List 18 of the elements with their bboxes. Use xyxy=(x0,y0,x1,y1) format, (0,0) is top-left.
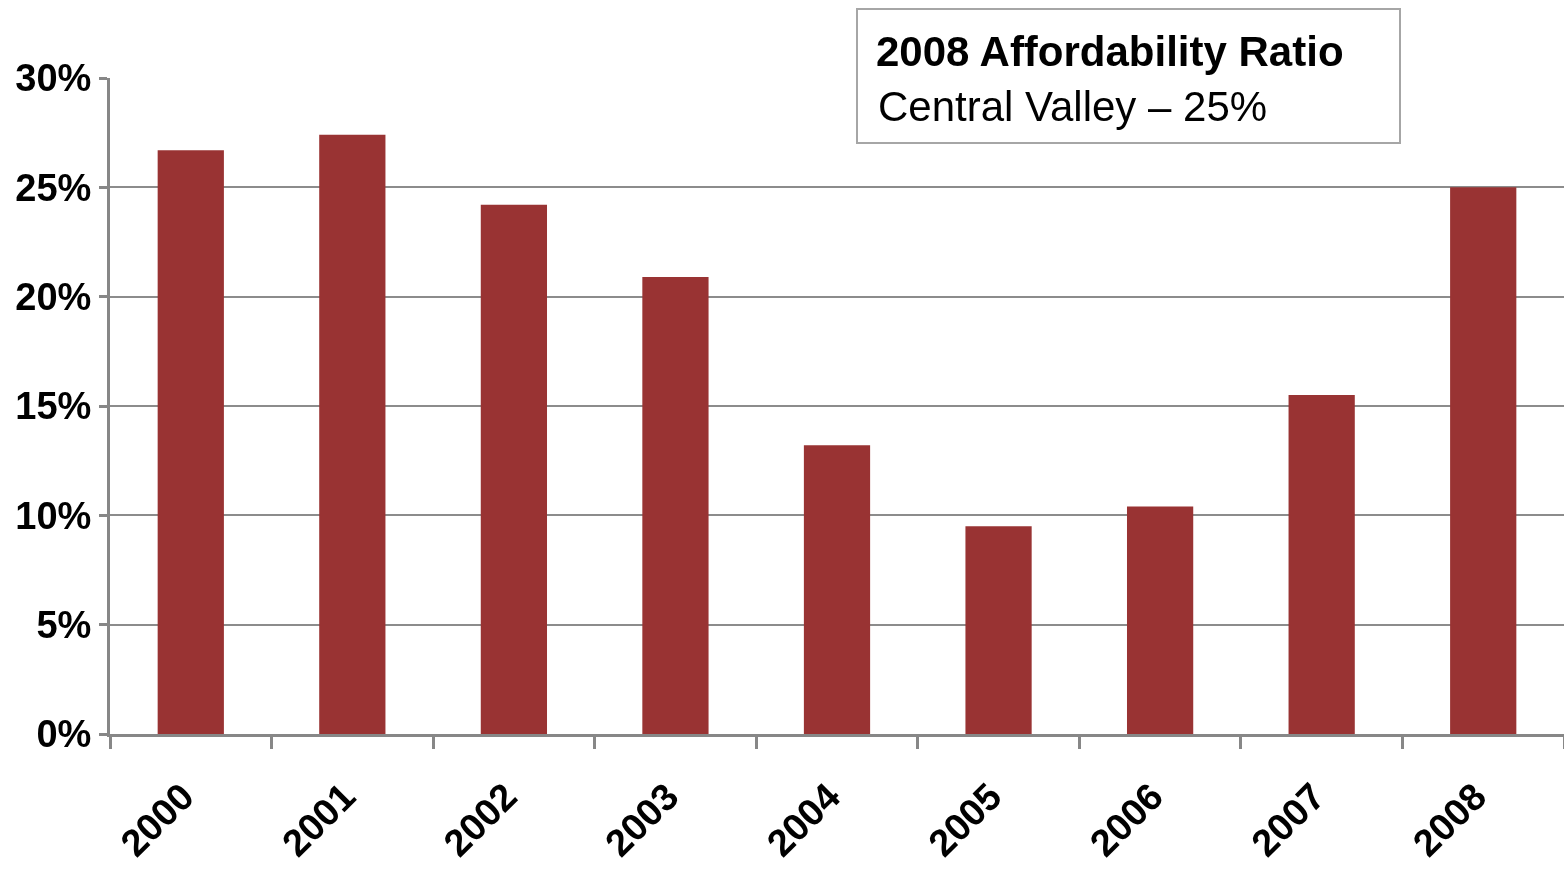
y-tick-label: 10% xyxy=(15,494,92,537)
y-tick-label: 0% xyxy=(36,713,92,756)
y-tick-label: 30% xyxy=(15,57,92,100)
y-tick-label: 15% xyxy=(15,385,92,428)
y-tick-label: 25% xyxy=(15,166,92,209)
bar xyxy=(480,204,548,734)
bar xyxy=(1288,395,1355,734)
bar xyxy=(965,526,1032,734)
bar xyxy=(803,445,871,734)
chart-subtitle: Central Valley – 25% xyxy=(878,83,1268,130)
y-tick-label: 5% xyxy=(36,603,92,646)
bar xyxy=(1126,506,1194,734)
bar xyxy=(642,276,709,734)
bar xyxy=(1450,187,1517,734)
bar xyxy=(319,134,386,734)
chart-title: 2008 Affordability Ratio xyxy=(876,28,1344,75)
bar xyxy=(157,150,224,734)
y-tick-label: 20% xyxy=(15,275,92,318)
